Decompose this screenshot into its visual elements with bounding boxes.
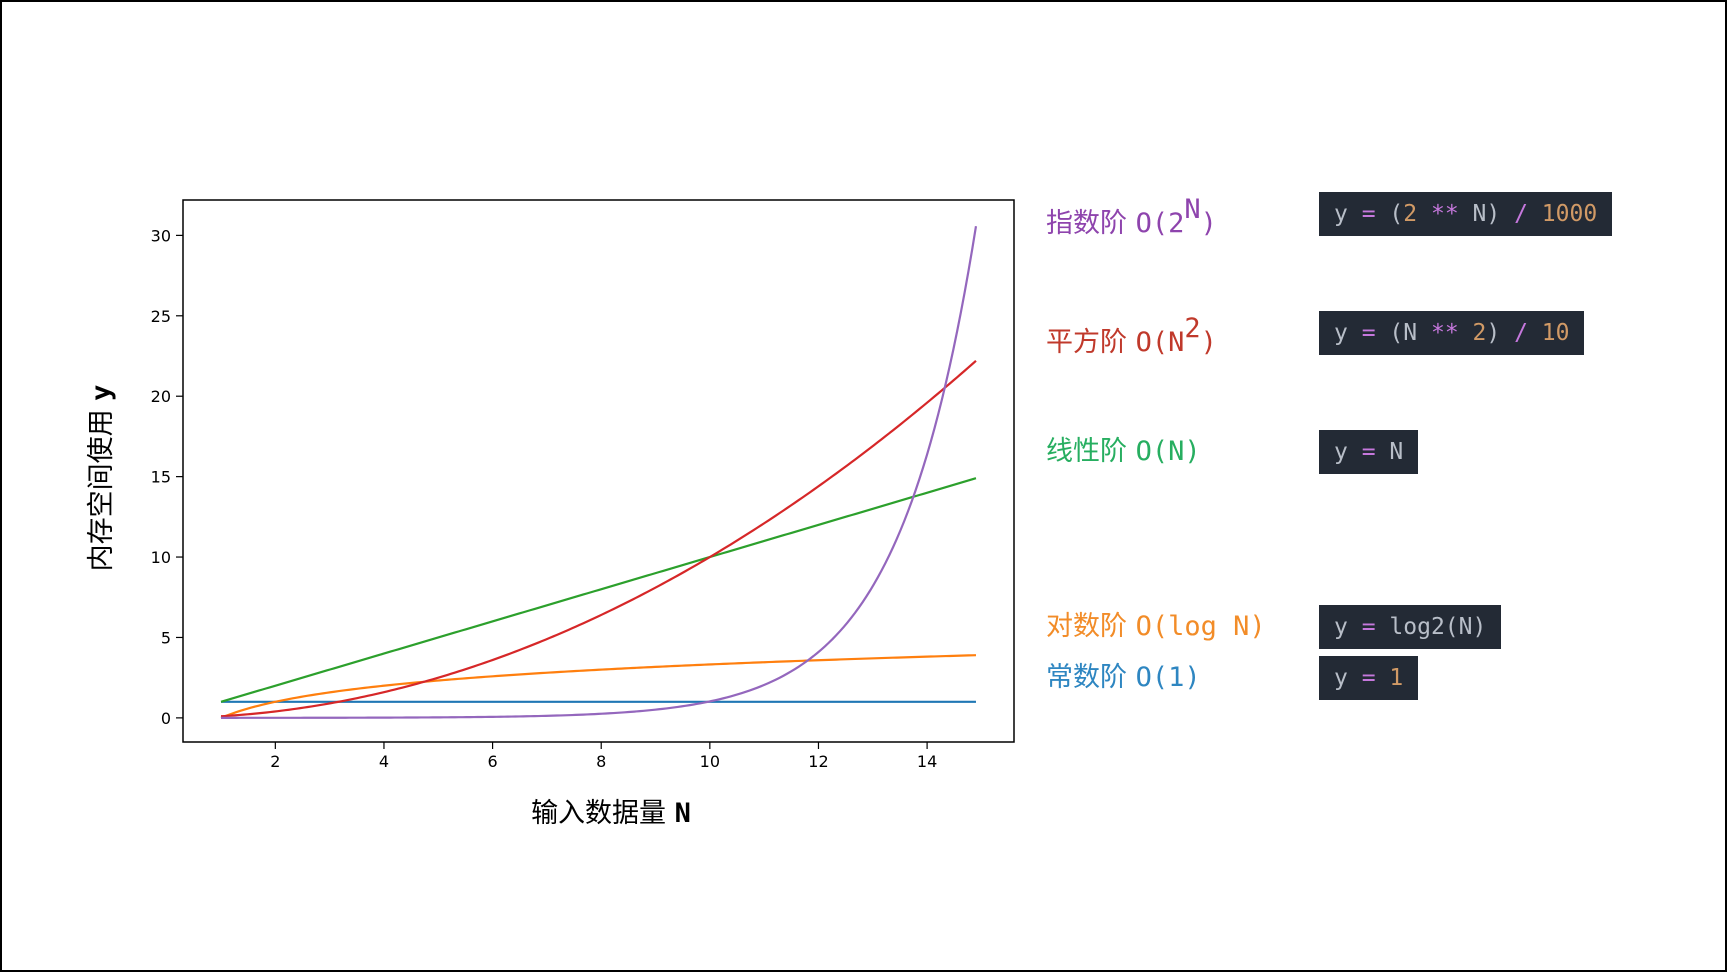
series-line-3 <box>220 359 977 718</box>
code-token: 1 <box>1389 665 1404 691</box>
code-token: y <box>1334 614 1348 640</box>
code-token: 2 <box>1403 201 1418 227</box>
legend-cn-const: 常数阶 <box>1046 662 1127 693</box>
plot-area: 2 4 6 8 10 12 14 0 5 10 15 20 25 30 <box>151 199 1015 771</box>
code-box-quad: y = (N ** 2) / 10 <box>1319 311 1585 355</box>
legend-bigo-lin: O(N) <box>1135 436 1201 467</box>
legend-label-exp: 指数阶 O(2N) <box>1046 192 1217 246</box>
legend-sup-exp: N <box>1184 194 1201 225</box>
legend-label-quad: 平方阶 O(N2) <box>1046 311 1217 365</box>
code-token: y <box>1334 320 1348 346</box>
y-tick-label: 25 <box>151 307 171 326</box>
y-tick-label: 10 <box>151 548 171 567</box>
code-token: ( <box>1389 201 1404 227</box>
x-tick-label: 14 <box>917 752 937 771</box>
code-token: 2 <box>1472 320 1487 346</box>
x-tick-label: 2 <box>270 752 280 771</box>
legend-bigo-log: O(log N) <box>1135 611 1266 642</box>
legend-label-log: 对数阶 O(log N) <box>1046 605 1266 649</box>
x-tick-label: 10 <box>700 752 720 771</box>
code-token: ) <box>1486 320 1501 346</box>
code-token: ) <box>1486 201 1501 227</box>
legend-bigo-exp: O(2 <box>1135 208 1185 239</box>
code-token: / <box>1500 320 1542 346</box>
x-tick-label: 6 <box>487 752 497 771</box>
code-box-lin: y = N <box>1319 430 1419 474</box>
legend-bigo-const: O(1) <box>1135 662 1201 693</box>
code-token: = <box>1347 201 1390 227</box>
y-tick-label: 15 <box>151 468 171 487</box>
legend-bigo-quad: O(N <box>1135 327 1185 358</box>
legend-cn-lin: 线性阶 <box>1046 436 1127 467</box>
code-token: y <box>1334 201 1348 227</box>
code-token: = <box>1347 439 1390 465</box>
y-axis-title: 内存空间使用 y <box>86 385 117 572</box>
code-box-log: y = log2(N) <box>1319 605 1502 649</box>
code-token: ** <box>1417 201 1473 227</box>
x-axis-title: 输入数据量 N <box>531 798 691 829</box>
code-token: = <box>1347 665 1390 691</box>
legend-cn-log: 对数阶 <box>1046 611 1127 642</box>
code-box-const: y = 1 <box>1319 656 1419 700</box>
legend-cn-quad: 平方阶 <box>1046 327 1127 358</box>
plot-frame <box>182 199 1015 743</box>
code-token: = <box>1347 320 1390 346</box>
code-token: ** <box>1417 320 1473 346</box>
code-token: N <box>1403 320 1418 346</box>
y-tick-label: 0 <box>161 709 171 728</box>
code-token: N <box>1389 439 1404 465</box>
y-tick-label: 5 <box>161 628 171 647</box>
legend-close-quad: ) <box>1200 327 1217 358</box>
code-box-exp: y = (2 ** N) / 1000 <box>1319 192 1613 236</box>
x-tick-label: 4 <box>379 752 389 771</box>
legend-cn-exp: 指数阶 <box>1046 208 1127 239</box>
legend-label-lin: 线性阶 O(N) <box>1046 430 1201 474</box>
code-token: / <box>1500 201 1542 227</box>
code-token: log2(N) <box>1389 614 1487 640</box>
code-token: 1000 <box>1541 201 1598 227</box>
code-token: y <box>1334 665 1348 691</box>
code-token: 10 <box>1541 320 1570 346</box>
y-tick-label: 30 <box>151 226 171 245</box>
legend-label-const: 常数阶 O(1) <box>1046 656 1201 700</box>
code-token: y <box>1334 439 1348 465</box>
series-line-2 <box>220 477 977 703</box>
series-line-1 <box>220 654 977 719</box>
code-token: ( <box>1389 320 1404 346</box>
y-tick-label: 20 <box>151 387 171 406</box>
legend-close-exp: ) <box>1200 208 1217 239</box>
x-tick-label: 8 <box>596 752 606 771</box>
code-token: N <box>1472 201 1487 227</box>
code-token: = <box>1347 614 1390 640</box>
x-tick-label: 12 <box>808 752 828 771</box>
legend-sup-quad: 2 <box>1184 313 1201 344</box>
series-line-4 <box>221 225 978 719</box>
